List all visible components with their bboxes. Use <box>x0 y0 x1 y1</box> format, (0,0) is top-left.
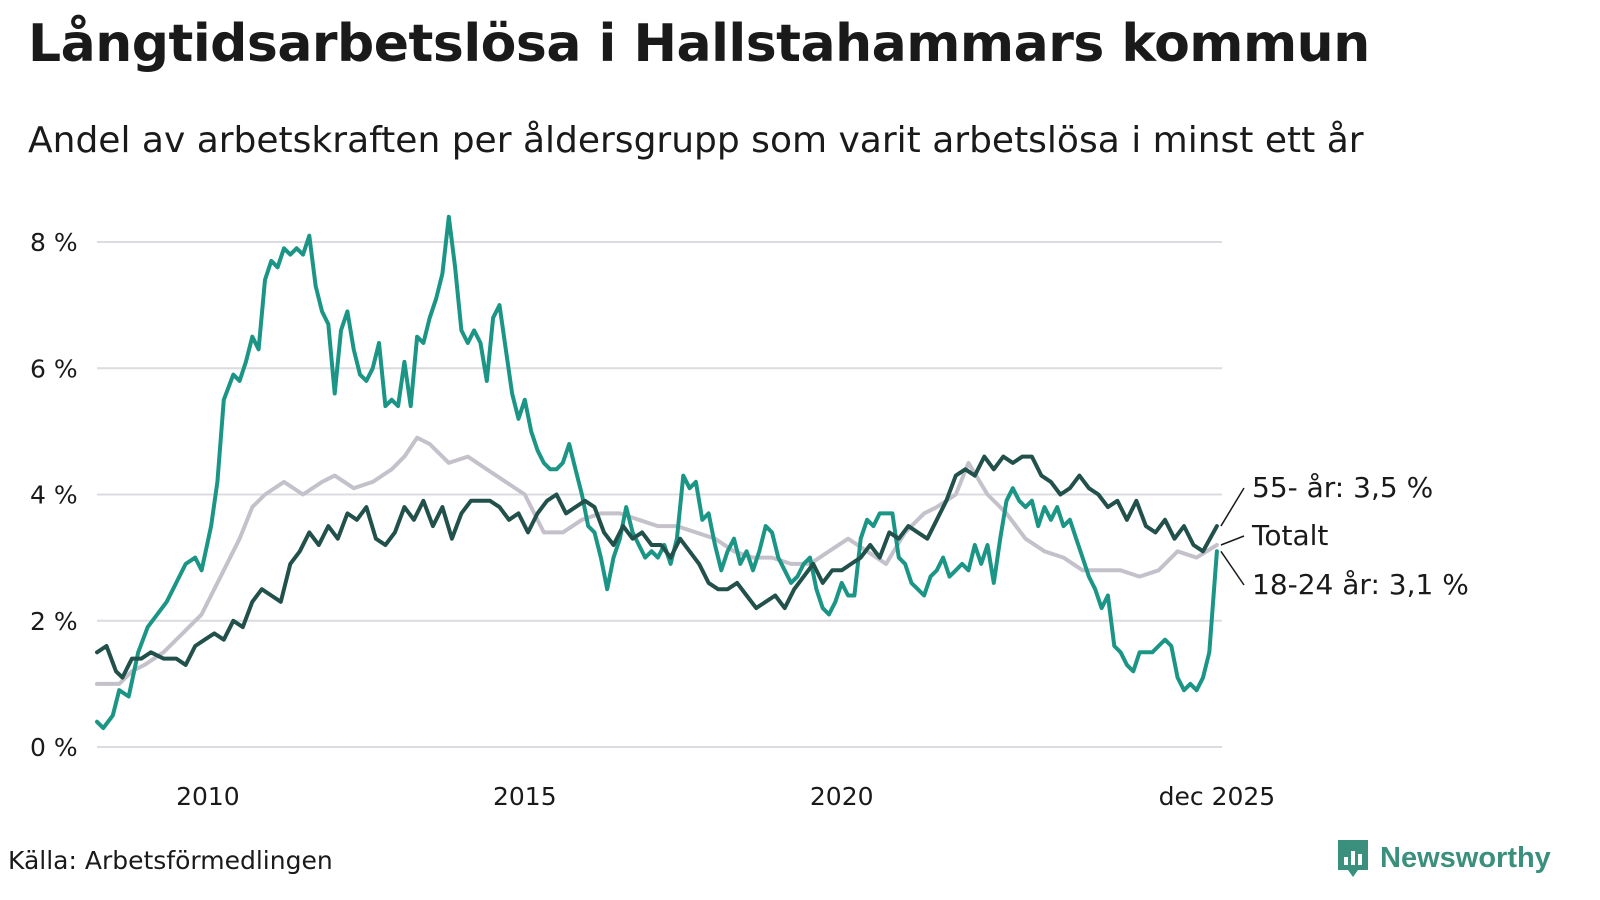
y-tick-label: 6 % <box>30 354 78 383</box>
y-tick-label: 0 % <box>30 733 78 762</box>
series-lines <box>95 214 1219 731</box>
newsworthy-logo-icon <box>1338 840 1368 877</box>
series-line-senior <box>95 454 1219 680</box>
brand-name: Newsworthy <box>1380 841 1551 874</box>
x-axis-ticks: 2010 2015 2020 dec 2025 <box>176 782 1275 811</box>
chart-title: Långtidsarbetslösa i Hallstahammars komm… <box>28 14 1370 74</box>
line-chart: 0 % 2 % 4 % 6 % 8 % 2010 2015 2020 dec 2025 Tot… <box>30 214 1469 811</box>
brand-logo: Newsworthy <box>1336 838 1551 878</box>
x-tick-label: 2020 <box>810 782 874 811</box>
end-label-total: Totalt <box>1251 519 1328 552</box>
end-label-leader-senior <box>1220 487 1245 527</box>
gridlines <box>97 241 1222 748</box>
chart-subtitle: Andel av arbetskraften per åldersgrupp s… <box>28 120 1364 161</box>
x-tick-label: dec 2025 <box>1159 782 1276 811</box>
end-label-senior: 55- år: 3,5 % <box>1252 471 1433 504</box>
series-end-labels: Totalt 18-24 år: 3,1 % 55- år: 3,5 % <box>1220 471 1469 601</box>
end-label-leader-total <box>1220 535 1245 546</box>
series-line-total <box>95 435 1219 686</box>
x-tick-label: 2015 <box>493 782 557 811</box>
y-tick-label: 2 % <box>30 607 78 636</box>
y-axis-ticks: 0 % 2 % 4 % 6 % 8 % <box>30 228 78 762</box>
end-label-youth: 18-24 år: 3,1 % <box>1252 568 1469 601</box>
y-tick-label: 8 % <box>30 228 78 257</box>
x-tick-label: 2010 <box>176 782 240 811</box>
y-tick-label: 4 % <box>30 481 78 510</box>
end-label-leader-youth <box>1220 550 1245 586</box>
source-note: Källa: Arbetsförmedlingen <box>8 846 333 875</box>
series-line-youth <box>95 214 1219 731</box>
